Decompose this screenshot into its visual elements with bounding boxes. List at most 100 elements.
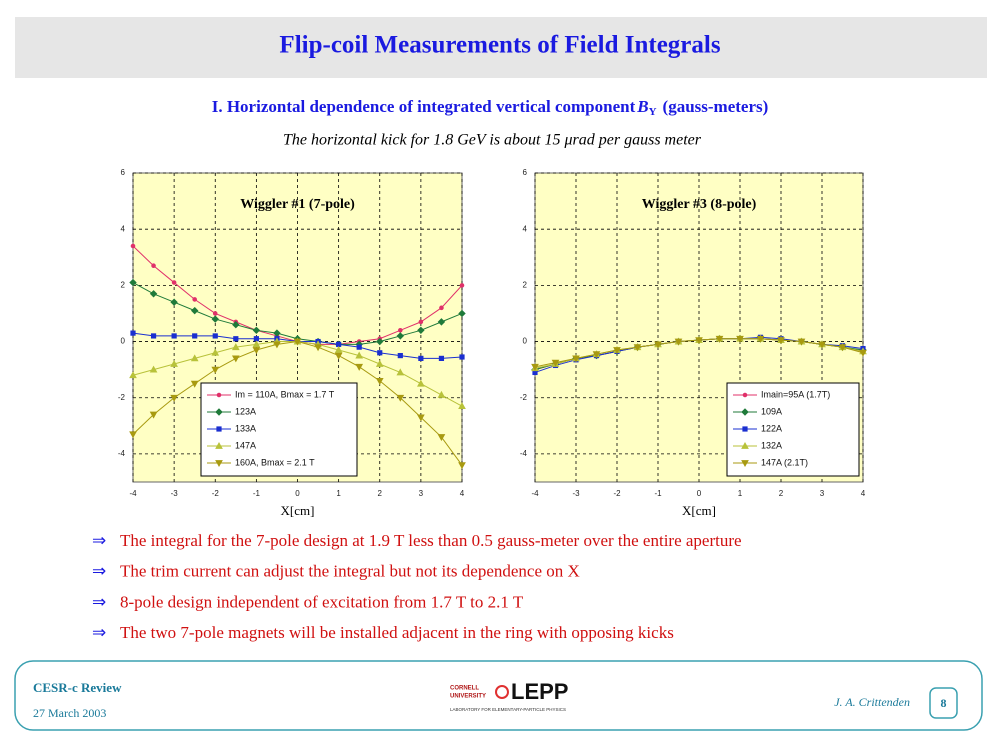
marker: [797, 338, 806, 346]
x-tick-label: -4: [531, 489, 539, 498]
marker: [531, 363, 539, 371]
subtitle-symbol: B: [636, 97, 648, 116]
marker: [252, 326, 261, 335]
marker: [459, 283, 465, 288]
marker: [149, 290, 158, 298]
x-tick-label: -1: [654, 489, 662, 498]
marker: [192, 333, 198, 339]
marker: [129, 278, 137, 287]
x-axis-label: X[cm]: [682, 503, 716, 518]
bullets: ⇒ The integral for the 7-pole design at 1…: [92, 531, 742, 642]
y-tick-label: 2: [121, 280, 126, 289]
marker: [170, 394, 178, 402]
logo-line1: CORNELL: [450, 686, 479, 692]
charts: -4 -2 0 2 4 6 -4 -3 -2 -1 0 1 2 3 4 X[cm] Wiggler #1 (7-…: [118, 168, 867, 518]
marker: [170, 359, 178, 367]
marker: [334, 352, 343, 360]
marker: [437, 318, 446, 326]
marker: [376, 337, 384, 346]
bullet-text: The trim current can adjust the integral…: [120, 562, 580, 581]
marker: [438, 355, 445, 361]
marker: [130, 330, 136, 336]
x-tick-label: 0: [295, 489, 300, 498]
marker: [633, 344, 642, 352]
marker: [417, 326, 425, 335]
marker: [129, 371, 137, 379]
note: The horizontal kick for 1.8 GeV is about…: [283, 132, 702, 149]
legend-label: 147A: [235, 440, 256, 450]
marker: [458, 402, 466, 410]
marker: [216, 426, 222, 432]
marker: [215, 408, 223, 416]
bullet-arrow: ⇒: [92, 623, 106, 642]
logo-name: LEPP: [511, 679, 568, 704]
marker: [741, 460, 749, 468]
marker: [742, 392, 748, 398]
legend-label: 109A: [761, 406, 782, 416]
marker: [695, 337, 703, 345]
marker: [212, 333, 218, 339]
marker: [418, 355, 424, 361]
marker: [334, 345, 343, 353]
bullet-text: The integral for the 7-pole design at 1.…: [120, 531, 742, 550]
marker: [190, 306, 199, 315]
footer-frame: [14, 660, 983, 731]
legend-label: 147A (2.1T): [761, 457, 808, 467]
x-tick-label: 1: [738, 489, 743, 498]
marker: [150, 333, 157, 339]
marker: [149, 411, 158, 419]
x-tick-label: -1: [253, 489, 261, 498]
marker: [741, 408, 749, 416]
legend: Imain=95A (1.7T) 109A 122A 132A 147A (2.1T): [726, 382, 860, 477]
marker: [252, 347, 261, 355]
marker: [314, 344, 322, 352]
bullet-arrow: ⇒: [92, 531, 106, 550]
marker: [215, 460, 223, 468]
legend: Im = 110A, Bmax = 1.7 T 123A 133A 147A 160A,…: [200, 382, 358, 477]
footer-event: CESR-c Review: [33, 680, 122, 695]
marker: [417, 379, 425, 387]
x-tick-label: -3: [572, 489, 580, 498]
slide-title: Flip-coil Measurements of Field Integral…: [279, 32, 720, 59]
marker: [592, 351, 601, 359]
y-tick-label: 0: [523, 337, 528, 346]
marker: [439, 305, 444, 311]
marker: [231, 355, 240, 363]
marker: [215, 441, 223, 449]
marker: [458, 309, 466, 318]
logo-mark: [495, 685, 509, 699]
x-tick-label: -4: [129, 489, 137, 498]
y-tick-label: -2: [118, 393, 126, 402]
legend-label: 132A: [761, 440, 782, 450]
marker: [233, 336, 239, 342]
marker: [418, 319, 424, 325]
bullet-text: The two 7-pole magnets will be installed…: [120, 623, 674, 642]
y-tick-label: -4: [118, 449, 126, 458]
page-box: [929, 687, 958, 719]
marker: [211, 315, 219, 323]
logo-tagline: LABORATORY FOR ELEMENTARY-PARTICLE PHYSI…: [450, 707, 566, 712]
y-tick-label: -2: [520, 393, 528, 402]
marker: [818, 341, 826, 349]
legend-label: 133A: [235, 423, 256, 433]
marker: [756, 335, 765, 343]
y-tick-label: -4: [520, 449, 528, 458]
bullet-text: 8-pole design independent of excitation …: [120, 592, 524, 611]
marker: [377, 350, 383, 356]
marker: [252, 340, 261, 348]
marker: [212, 311, 218, 316]
legend-label: Im = 110A, Bmax = 1.7 T: [235, 389, 335, 399]
marker: [192, 297, 197, 302]
subtitle-prefix: I. Horizontal dependence of integrated v…: [212, 97, 636, 116]
marker: [151, 263, 156, 269]
chart: -4 -2 0 2 4 6 -4 -3 -2 -1 0 1 2 3 4 X[cm] Wiggler #1 (7-…: [118, 168, 466, 518]
marker: [741, 441, 749, 449]
y-tick-label: 4: [523, 224, 528, 233]
legend-label: Imain=95A (1.7T): [761, 389, 830, 399]
legend-label: 122A: [761, 423, 782, 433]
marker: [396, 332, 405, 340]
marker: [211, 348, 220, 356]
footer-author: J. A. Crittenden: [834, 695, 910, 709]
marker: [356, 344, 362, 350]
